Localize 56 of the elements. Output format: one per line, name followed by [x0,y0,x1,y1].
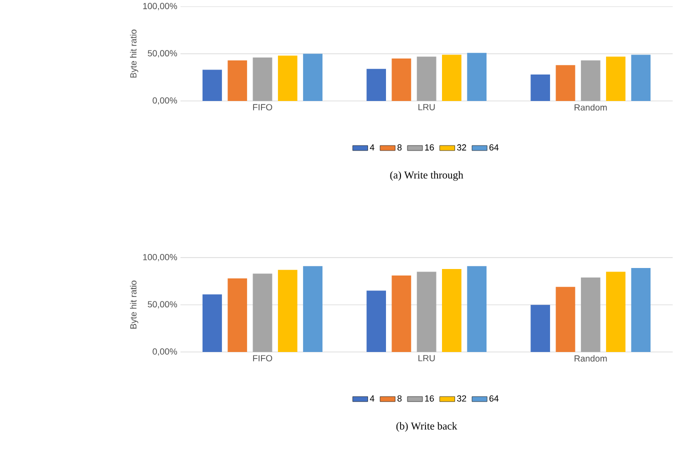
bar [631,54,651,102]
bar [366,290,386,352]
bar [228,60,248,102]
bar [606,56,626,102]
y-tick-label: 50,00% [148,50,178,58]
bar [252,58,272,102]
legend-label: 16 [425,395,434,402]
legend-label: 16 [425,144,434,151]
y-axis-title: Byte hit ratio [130,30,138,78]
legend-label: 64 [489,395,499,402]
text: (b) Write back [396,422,458,432]
bar [303,266,322,352]
bar [303,54,322,102]
legend-label: 4 [370,396,374,402]
y-tick-label: 100,00% [143,254,178,262]
text: (a) Write through [390,171,464,181]
y-tick-label: 0,00% [152,348,178,356]
bar [556,287,576,352]
bar [530,74,550,102]
legend-label: 64 [489,144,499,151]
bar [392,276,412,352]
bar [530,304,550,352]
bar [467,266,487,352]
legend-label: 4 [370,144,374,151]
bar [366,69,386,102]
y-tick-label: 0,00% [152,97,178,105]
bar [278,56,298,102]
bar [252,274,272,352]
bar [467,52,487,102]
bar [228,278,248,352]
legend-label: 32 [457,144,466,151]
bar [580,278,600,352]
legend-label: 8 [397,144,402,151]
bar [202,70,222,102]
bar [556,65,576,102]
x-tick-label: LRU [418,104,435,110]
bar [442,269,462,352]
legend-label: 8 [397,395,402,402]
x-tick-label: LRU [418,355,435,362]
x-tick-label: FIFO [253,355,272,362]
bar [580,60,600,102]
x-tick-label: Random [574,355,607,362]
bar [278,270,298,352]
y-tick-label: 50,00% [148,301,178,309]
x-tick-label: Random [574,104,607,111]
bar [631,268,651,352]
bar [606,272,626,352]
bar [392,58,412,102]
y-axis-title: Byte hit ratio [130,280,138,329]
bar [202,294,222,352]
bar [416,56,436,102]
legend-label: 32 [457,395,466,402]
y-tick-label: 100,00% [143,3,178,10]
bar [416,272,436,352]
bar [442,54,462,102]
x-tick-label: FIFO [253,104,272,110]
